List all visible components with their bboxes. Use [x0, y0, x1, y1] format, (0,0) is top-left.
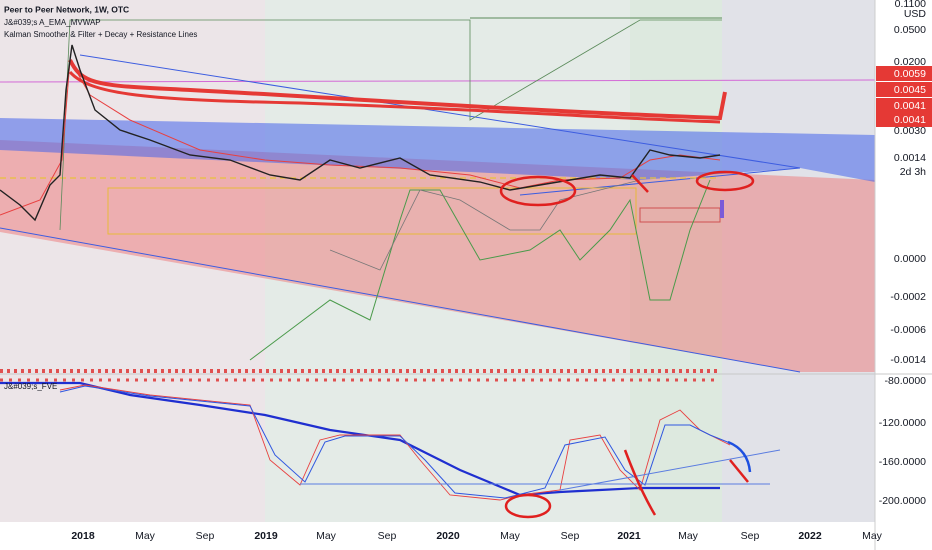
annotation-stroke	[631, 174, 649, 193]
trend-line	[519, 167, 801, 196]
time-label: May	[678, 530, 699, 542]
time-label: Sep	[741, 530, 760, 542]
time-label: Sep	[561, 530, 580, 542]
time-label: 2018	[71, 530, 95, 542]
price-badge-label: 0.0041	[894, 114, 926, 126]
fve-ma	[0, 381, 720, 497]
price-badge-label: 0.0041	[894, 100, 926, 112]
time-label: 2019	[254, 530, 278, 542]
price-badge-label: 0.0045	[894, 84, 926, 96]
price-label: 0.0500	[894, 24, 926, 36]
range-box	[107, 187, 637, 235]
annotation-stroke	[727, 440, 752, 473]
symbol-title: Peer to Peer Network, 1W, OTC	[4, 4, 129, 14]
indicator-name: Kalman Smoother & Filter + Decay + Resis…	[4, 30, 197, 39]
fve-signal	[59, 385, 731, 499]
annotation-circle	[695, 170, 755, 192]
annotation-stroke	[623, 449, 657, 516]
indicator-name: J&#039;s A_EMA_MVWAP	[4, 18, 101, 27]
indicator-label: -200.0000	[879, 495, 926, 507]
trend-line	[0, 227, 801, 373]
annotation-circle	[499, 175, 577, 207]
price-label: 0.0030	[894, 125, 926, 137]
time-axis: 2018 May Sep 2019 May Sep 2020 May Sep 2…	[71, 530, 882, 542]
indicator-label: -80.0000	[885, 375, 927, 387]
fve-trend	[559, 449, 781, 491]
time-label: 2022	[798, 530, 822, 542]
time-label: May	[316, 530, 337, 542]
indicator-label: -160.0000	[879, 456, 926, 468]
indicator-label: -120.0000	[879, 417, 926, 429]
price-label: 0.0000	[894, 253, 926, 265]
time-label: May	[500, 530, 521, 542]
fve-line	[59, 384, 731, 501]
mvwap-line	[68, 59, 727, 121]
ema-line	[0, 58, 721, 216]
price-label: 0.1100	[895, 0, 926, 10]
resistance-line	[0, 79, 876, 83]
price-badge	[876, 112, 932, 127]
price-trace	[0, 44, 721, 222]
price-label: 0.0200	[894, 56, 926, 68]
trend-line	[79, 54, 801, 169]
time-axis-bg	[0, 522, 875, 550]
annotation-stroke	[729, 459, 749, 483]
red-zone	[0, 140, 875, 372]
price-unit: USD	[904, 8, 927, 20]
time-label: Sep	[378, 530, 397, 542]
annotation-circle	[504, 493, 552, 519]
price-badge	[876, 82, 932, 97]
blue-band	[0, 118, 875, 182]
kalman-band	[249, 179, 711, 361]
kalman-band	[329, 179, 641, 271]
current-price-badge	[876, 150, 932, 180]
time-label: Sep	[196, 530, 215, 542]
price-label: -0.0002	[890, 291, 926, 303]
bar-countdown: 2d 3h	[900, 166, 926, 178]
price-badge	[876, 98, 932, 113]
time-label: 2020	[436, 530, 460, 542]
price-badge-label: 0.0059	[894, 68, 926, 80]
current-candle	[720, 200, 724, 218]
price-label: -0.0006	[890, 324, 926, 336]
kalman-line	[59, 19, 722, 231]
time-label: May	[862, 530, 883, 542]
time-label: 2021	[617, 530, 641, 542]
price-label: -0.0014	[890, 354, 926, 366]
price-badge	[876, 66, 932, 81]
mvwap-line	[68, 70, 721, 124]
indicator-name: J&#039;s_FVE	[4, 382, 57, 391]
current-price: 0.0014	[894, 152, 926, 164]
time-label: May	[135, 530, 156, 542]
